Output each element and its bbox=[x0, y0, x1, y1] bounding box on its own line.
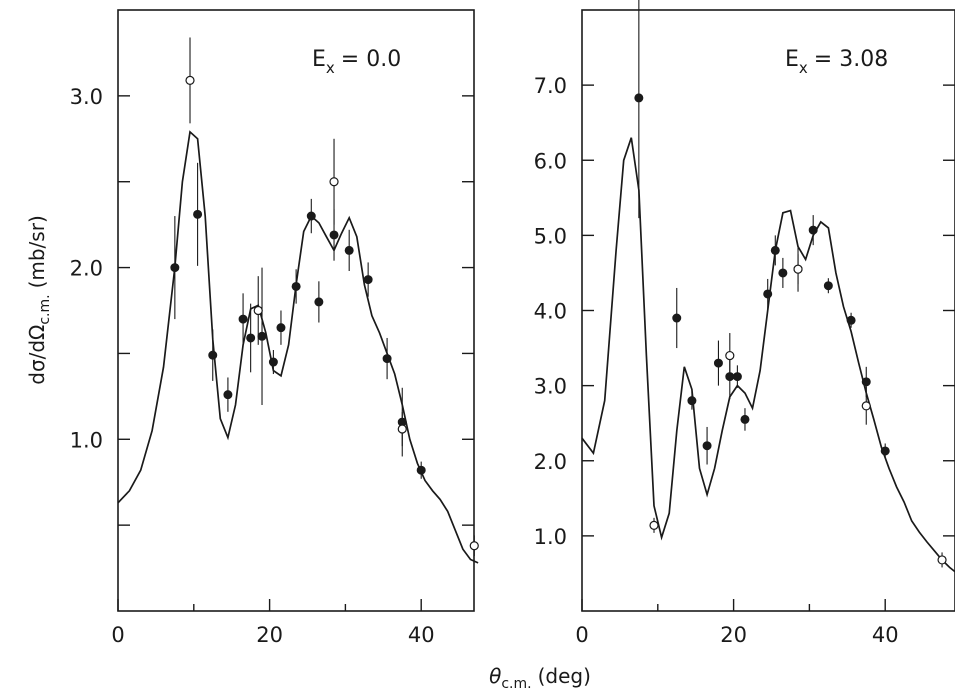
data-point-filled bbox=[223, 390, 233, 400]
data-point-filled bbox=[732, 372, 742, 382]
x-tick-label: 40 bbox=[872, 623, 899, 647]
data-point-open bbox=[649, 520, 659, 530]
y-axis-title-main: dσ/dΩ bbox=[25, 325, 49, 385]
data-point-filled bbox=[306, 211, 316, 221]
y-tick-label: 1.0 bbox=[534, 525, 567, 549]
data-point-filled bbox=[846, 315, 856, 325]
theory-curve bbox=[581, 137, 955, 573]
y-tick-label: 2.0 bbox=[70, 257, 103, 281]
plot-frame bbox=[117, 9, 475, 612]
y-tick-label: 5.0 bbox=[534, 224, 567, 248]
data-point-filled bbox=[193, 209, 203, 219]
data-point-filled bbox=[808, 225, 818, 235]
data-point-filled bbox=[238, 314, 248, 324]
energy-value: = 0.0 bbox=[341, 47, 401, 72]
y-tick-label: 2.0 bbox=[534, 450, 567, 474]
data-point-open bbox=[469, 541, 479, 551]
data-point-filled bbox=[363, 275, 373, 285]
data-point-filled bbox=[770, 245, 780, 255]
data-point-filled bbox=[170, 263, 180, 273]
data-point-filled bbox=[246, 333, 256, 343]
energy-annotation: Ex = 0.0 bbox=[312, 47, 401, 77]
data-point-filled bbox=[672, 313, 682, 323]
data-point-filled bbox=[382, 354, 392, 364]
data-point-filled bbox=[687, 396, 697, 406]
panel-ground-state: 0 20 40 1.0 2.0 3.0 Ex = 0.0 bbox=[70, 9, 479, 647]
data-point-filled bbox=[329, 230, 339, 240]
x-axis-title-sub: c.m. bbox=[501, 676, 531, 692]
data-point-open bbox=[937, 555, 947, 565]
y-tick-label: 4.0 bbox=[534, 300, 567, 324]
x-tick-label: 20 bbox=[720, 623, 747, 647]
data-point-filled bbox=[268, 357, 278, 367]
x-tick-label: 20 bbox=[256, 623, 283, 647]
x-axis-title-main: θ bbox=[489, 664, 501, 688]
data-point-open bbox=[793, 264, 803, 274]
x-axis-title: θc.m. (deg) bbox=[489, 664, 591, 692]
y-tick-label: 3.0 bbox=[534, 375, 567, 399]
y-axis-title-sub: c.m. bbox=[37, 294, 53, 324]
data-point-open bbox=[725, 350, 735, 361]
y-axis-title-unit: (mb/sr) bbox=[25, 215, 49, 288]
data-point-filled bbox=[344, 245, 354, 255]
data-point-filled bbox=[778, 268, 788, 278]
data-point-open bbox=[861, 401, 871, 411]
data-point-filled bbox=[823, 281, 833, 291]
y-tick-label: 6.0 bbox=[534, 149, 567, 173]
x-tick-label: 0 bbox=[575, 623, 588, 647]
energy-symbol: E bbox=[312, 47, 326, 72]
theory-curve bbox=[117, 130, 479, 564]
data-point-filled bbox=[291, 281, 301, 291]
data-point-filled bbox=[861, 377, 871, 387]
data-point-filled bbox=[740, 414, 750, 424]
data-point-filled bbox=[276, 323, 286, 333]
y-tick-label: 3.0 bbox=[70, 85, 103, 109]
energy-subscript: x bbox=[326, 59, 335, 77]
data-point-filled bbox=[208, 350, 218, 360]
data-point-open bbox=[329, 177, 339, 187]
x-tick-label: 40 bbox=[408, 623, 435, 647]
data-point-filled bbox=[257, 331, 267, 341]
data-point-filled bbox=[416, 465, 426, 475]
data-point-filled bbox=[702, 441, 712, 451]
energy-subscript: x bbox=[799, 59, 808, 77]
data-point-filled bbox=[763, 289, 773, 299]
x-tick-label: 0 bbox=[111, 623, 124, 647]
data-point-filled bbox=[634, 93, 644, 103]
energy-value: = 3.08 bbox=[814, 47, 888, 72]
energy-annotation: Ex = 3.08 bbox=[785, 47, 888, 77]
energy-symbol: E bbox=[785, 47, 799, 72]
y-tick-label: 7.0 bbox=[534, 74, 567, 98]
y-tick-label: 1.0 bbox=[70, 428, 103, 452]
data-point-open bbox=[253, 305, 263, 316]
panel-excited-state: 0 20 40 1.0 2.0 3.0 4.0 5.0 6.0 7.0 Ex = 3.08 bbox=[534, 0, 955, 647]
data-point-open bbox=[397, 424, 407, 434]
data-point-filled bbox=[713, 358, 723, 368]
y-axis-title: dσ/dΩc.m. (mb/sr) bbox=[25, 215, 53, 385]
x-axis-title-unit: (deg) bbox=[538, 664, 591, 688]
data-point-filled bbox=[314, 297, 324, 307]
data-point-open bbox=[185, 75, 195, 86]
data-point-filled bbox=[880, 446, 890, 456]
